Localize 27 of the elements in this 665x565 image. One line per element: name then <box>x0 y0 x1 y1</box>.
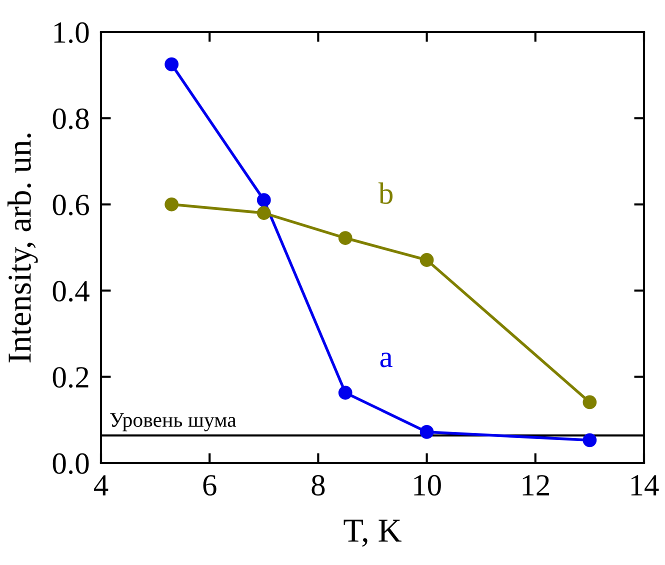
point <box>420 425 434 439</box>
y-tick-label: 0.8 <box>52 108 89 130</box>
point <box>338 386 352 400</box>
x-tick-label: 4 <box>94 475 108 496</box>
point <box>256 193 271 208</box>
point <box>164 57 179 72</box>
point <box>420 253 434 267</box>
x-tick-label: 12 <box>522 475 549 496</box>
point <box>582 395 597 410</box>
y-tick-label: 1.0 <box>54 22 89 44</box>
x-tick-label: 6 <box>203 475 216 496</box>
y-tick-label: 0.0 <box>52 453 89 474</box>
x-tick-label: 14 <box>631 475 659 496</box>
x-tick-label: 8 <box>312 474 325 496</box>
point <box>338 231 352 245</box>
series-label: b <box>378 182 393 204</box>
point <box>256 206 271 220</box>
y-axis-title: Intensity, arb. un. <box>7 134 38 362</box>
series-label: a <box>380 352 392 368</box>
y-tick-label: 0.2 <box>52 367 88 388</box>
point <box>582 433 597 448</box>
point <box>164 197 179 212</box>
ref-line-label: Уровень шума <box>110 413 236 432</box>
x-axis-title: T, K <box>344 520 402 547</box>
y-tick-label: 0.4 <box>52 280 90 302</box>
x-tick-label: 10 <box>414 474 441 496</box>
y-tick-label: 0.6 <box>52 194 89 216</box>
